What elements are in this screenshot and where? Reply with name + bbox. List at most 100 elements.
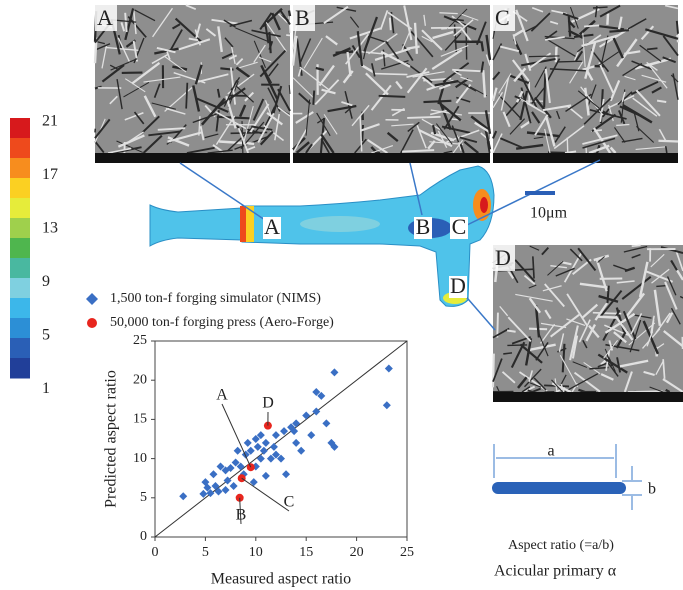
lath — [656, 99, 667, 103]
lath — [631, 60, 653, 71]
colorbar-segment — [10, 338, 30, 359]
lath — [632, 314, 652, 319]
lath — [527, 389, 534, 393]
lath — [531, 111, 541, 124]
lath — [291, 35, 298, 66]
x-axis-label: Measured aspect ratio — [211, 571, 351, 588]
lath — [600, 290, 623, 317]
lath — [585, 34, 602, 46]
lath — [597, 353, 628, 374]
lath — [492, 130, 498, 139]
lath — [541, 246, 549, 256]
point — [317, 391, 326, 400]
lath — [124, 12, 128, 33]
lath — [265, 21, 287, 52]
lath — [524, 368, 542, 388]
lath — [416, 124, 427, 149]
lath — [595, 257, 608, 292]
lath — [544, 115, 556, 147]
lath — [288, 85, 291, 94]
lath — [266, 111, 284, 126]
forging-label: D — [450, 273, 466, 298]
lath — [665, 312, 674, 324]
lath — [631, 244, 641, 248]
lath — [510, 341, 526, 369]
lath — [564, 150, 577, 154]
lath — [359, 116, 363, 152]
point — [277, 454, 285, 463]
point — [226, 464, 235, 473]
point — [251, 435, 260, 443]
point — [221, 485, 230, 494]
lath — [556, 110, 561, 120]
lath — [446, 129, 480, 143]
lath — [578, 19, 596, 36]
lath — [538, 334, 549, 357]
point — [256, 431, 265, 440]
lath — [384, 40, 400, 60]
lath — [630, 80, 659, 96]
lath — [577, 90, 600, 109]
point — [223, 476, 232, 485]
lath — [101, 64, 125, 83]
lath — [520, 87, 532, 124]
lath — [402, 149, 435, 153]
scatter-chart: 0 5 10 15 20 25 0 5 10 15 20 25 Measured aspect rati… — [86, 291, 414, 588]
lath — [192, 113, 217, 124]
lath — [195, 97, 229, 113]
point — [259, 446, 268, 455]
lath — [372, 72, 408, 76]
lath — [598, 315, 617, 319]
lath — [598, 62, 615, 94]
lath — [172, 65, 188, 71]
lath — [558, 333, 565, 352]
lath — [616, 123, 630, 127]
lath — [597, 256, 605, 263]
lath — [551, 379, 563, 393]
lath — [143, 95, 157, 118]
lath — [153, 83, 161, 99]
lath — [262, 7, 283, 28]
lath — [519, 90, 529, 121]
lath — [660, 246, 683, 254]
point — [256, 454, 265, 463]
lath — [244, 91, 255, 102]
lath — [412, 71, 445, 78]
lath — [571, 7, 600, 23]
lath — [573, 33, 594, 38]
lath — [539, 323, 556, 344]
lath — [549, 68, 586, 72]
lath — [513, 29, 525, 38]
lath — [94, 140, 105, 154]
lath — [658, 139, 679, 143]
lath — [617, 91, 633, 106]
lath — [491, 353, 495, 388]
lath — [274, 113, 281, 141]
lath — [295, 111, 314, 124]
lath — [112, 146, 142, 154]
lath — [616, 280, 635, 284]
lath — [605, 353, 613, 367]
lath — [544, 283, 565, 308]
lath — [379, 10, 389, 30]
lath — [624, 50, 641, 55]
lath — [509, 74, 530, 85]
lath — [591, 113, 617, 133]
forging-shape — [149, 165, 495, 307]
lath — [391, 123, 414, 127]
lath — [217, 26, 223, 53]
lath — [624, 75, 636, 81]
lath — [485, 34, 492, 61]
lath — [142, 134, 163, 154]
lath — [299, 66, 330, 91]
acicular-bar — [492, 482, 626, 494]
lath — [421, 118, 441, 130]
y-tick-label: 15 — [133, 412, 147, 427]
lath — [320, 133, 335, 154]
lath — [529, 382, 542, 388]
lath — [231, 46, 236, 65]
lath — [616, 357, 622, 373]
colorbar-label: 17 — [42, 166, 58, 183]
lath — [371, 63, 376, 77]
lath — [640, 25, 655, 41]
